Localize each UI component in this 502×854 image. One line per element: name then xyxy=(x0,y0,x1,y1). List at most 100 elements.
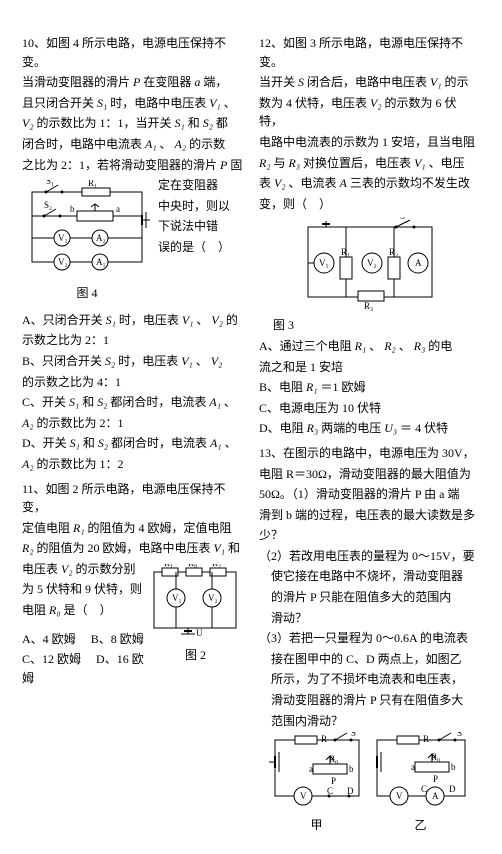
svg-text:D: D xyxy=(347,786,354,796)
q13-line: 少？ xyxy=(259,526,480,545)
q13-line: 所示，为了不损坏电流表和电压表， xyxy=(259,670,480,689)
q12-line: 变，则（ ） xyxy=(259,195,480,214)
figure-jia: R S a R₀ b P V C D xyxy=(269,732,365,810)
figure-4-caption: 图 4 xyxy=(22,284,152,303)
svg-text:S: S xyxy=(351,732,356,738)
figure-4: R₁ S₁ a b xyxy=(22,180,152,280)
right-column: 12、如图 3 所示电路，电源电压保持不变。 当开关 S 闭合后，电路中电压表 … xyxy=(259,28,480,834)
svg-text:A: A xyxy=(415,258,422,268)
figure-jia-caption: 甲 xyxy=(269,816,365,835)
q10-option-b: B、只闭合开关 S₂ 时，电压表 V₁ 、 V₂ xyxy=(22,352,243,371)
q11-options-row1: A、4 欧姆 B、8 欧姆 xyxy=(22,630,144,649)
q10-option-d: D、开关 S₁ 和 S₂ 都闭合时，电流表 A₁ 、 xyxy=(22,434,243,453)
question-11: 11、如图 2 所示电路，电源电压保持不变， 定值电阻 R₁ 的阻值为 4 欧姆… xyxy=(22,480,243,690)
q13-line: 使它接在电路中不烧坏，滑动变阻器 xyxy=(259,567,480,586)
svg-text:b: b xyxy=(451,762,456,772)
figure-2: R₁ R₀ R₂ V₁ V₂ U xyxy=(148,564,243,642)
svg-text:A₂: A₂ xyxy=(96,233,106,243)
q10-option-a: A、只闭合开关 S₁ 时，电压表 V₁ 、 V₂ 的 xyxy=(22,311,243,330)
q13-line: 50Ω。（1）滑动变阻器的滑片 P 由 a 端 xyxy=(259,485,480,504)
q11-line: 定值电阻 R₁ 的阻值为 4 欧姆，定值电阻 xyxy=(22,519,243,538)
svg-text:R₀: R₀ xyxy=(188,564,197,568)
q12-option-a2: 流之和是 1 安培 xyxy=(259,358,480,377)
svg-text:V₂: V₂ xyxy=(367,258,377,268)
q12-option-a: A、通过三个电阻 R₁ 、 R₂ 、 R₃ 的电 xyxy=(259,337,480,356)
svg-text:R₁: R₁ xyxy=(164,564,173,568)
svg-text:a: a xyxy=(309,764,313,774)
svg-text:S: S xyxy=(400,217,405,221)
q12-option-c: C、电源电压为 10 伏特 xyxy=(259,399,480,418)
svg-text:R: R xyxy=(321,734,327,744)
q12-option-b: B、电阻 R₁ ＝1 欧姆 xyxy=(259,378,480,397)
question-13: 13、在图示的电路中，电源电压为 30V， 电阻 R＝30Ω，滑动变阻器的最大阻… xyxy=(259,444,480,835)
svg-text:S₂: S₂ xyxy=(44,200,52,210)
q11-line: 电压表 V₂ 的示数分别 xyxy=(22,560,144,579)
figure-2-caption: 图 2 xyxy=(148,646,243,665)
svg-text:a: a xyxy=(116,204,120,214)
q10-option-c2: A₂ 的示数比为 2：1 xyxy=(22,414,243,433)
q12-line: 当开关 S 闭合后，电路中电压表 V₁ 的示 xyxy=(259,73,480,92)
svg-text:V₁: V₁ xyxy=(319,258,329,268)
figure-yi: R S aR₀b P V A xyxy=(371,732,471,810)
svg-text:b: b xyxy=(349,764,354,774)
svg-text:C: C xyxy=(327,786,333,796)
svg-text:V: V xyxy=(300,791,307,801)
q10-line: 且只闭合开关 S₁ 时，电路中电压表 V₁ 、 xyxy=(22,94,243,113)
q13-line: 滑到 b 端的过程，电压表的最大读数是多 xyxy=(259,506,480,525)
svg-text:V₂: V₂ xyxy=(208,593,218,603)
q10-line: V₂ 的示数比为 1：1，当开关 S₁ 和 S₂ 都 xyxy=(22,114,243,133)
q10-side-text: 定在变阻器 中央时，则以 下说法中错 误的是（ ） xyxy=(152,176,243,303)
q10-line: 之比为 2：1，若将滑动变阻器的滑片 P 固 xyxy=(22,156,243,175)
q13-line: 电阻 R＝30Ω，滑动变阻器的最大阻值为 xyxy=(259,465,480,484)
q12-line: 数为 4 伏特，电压表 V₂ 的示数为 6 伏特， xyxy=(259,94,480,131)
q10-option-d2: A₂ 的示数比为 1：2 xyxy=(22,455,243,474)
svg-text:R₀: R₀ xyxy=(329,754,338,764)
svg-text:D: D xyxy=(449,784,456,794)
left-column: 10、如图 4 所示电路，电源电压保持不变。 当滑动变阻器的滑片 P 在变阻器 … xyxy=(22,28,243,834)
question-12: 12、如图 3 所示电路，电源电压保持不变。 当开关 S 闭合后，电路中电压表 … xyxy=(259,34,480,438)
q11-line: 11、如图 2 所示电路，电源电压保持不变， xyxy=(22,480,243,517)
svg-text:A: A xyxy=(432,791,439,801)
svg-text:R₂: R₂ xyxy=(212,564,221,568)
svg-text:U: U xyxy=(196,628,203,638)
q12-line: 12、如图 3 所示电路，电源电压保持不变。 xyxy=(259,34,480,71)
q12-line: 表 V₂ 、电流表 A 三表的示数均不发生改 xyxy=(259,174,480,193)
svg-text:S₁: S₁ xyxy=(46,180,54,186)
q10-option-b2: 的示数之比为 4：1 xyxy=(22,373,243,392)
svg-text:V₂: V₂ xyxy=(58,257,68,267)
q11-line: 电阻 R₀ 是（ ） xyxy=(22,601,144,620)
svg-text:R₀: R₀ xyxy=(431,752,440,762)
q13-line: 滑动变阻器的滑片 P 只有在阻值多大 xyxy=(259,691,480,710)
q11-line: R₂ 的阻值为 20 欧姆，电路中电压表 V₁ 和 xyxy=(22,539,243,558)
page-root: 10、如图 4 所示电路，电源电压保持不变。 当滑动变阻器的滑片 P 在变阻器 … xyxy=(0,0,502,854)
q10-line: 闭合时，电路中电流表 A₁ 、 A₂ 的示数 xyxy=(22,135,243,154)
q11-options-row2: C、12 欧姆 D、16 欧姆 xyxy=(22,650,144,687)
svg-text:V₁: V₁ xyxy=(172,593,182,603)
q13-line: 滑动？ xyxy=(259,609,480,628)
svg-text:R: R xyxy=(423,734,429,744)
svg-text:V₁: V₁ xyxy=(58,233,68,243)
q13-line: 的滑片 P 只能在阻值多大的范围内 xyxy=(259,588,480,607)
q10-line: 当滑动变阻器的滑片 P 在变阻器 a 端， xyxy=(22,73,243,92)
q12-line: R₂ 与 R₃ 对换位置后，电压表 V₁ 、电压 xyxy=(259,154,480,173)
q10-option-a2: 示数之比为 2：1 xyxy=(22,331,243,350)
q13-line: （2）若改用电压表的量程为 0～15V，要 xyxy=(259,547,480,566)
figure-3-caption: 图 3 xyxy=(259,316,480,335)
q13-line: 接在图甲中的 C、D 两点上，如图乙 xyxy=(259,650,480,669)
q13-line: 范围内滑动？ xyxy=(259,712,480,731)
svg-text:P: P xyxy=(331,776,336,786)
svg-text:a: a xyxy=(411,762,415,772)
q10-line: 10、如图 4 所示电路，电源电压保持不变。 xyxy=(22,34,243,71)
question-10: 10、如图 4 所示电路，电源电压保持不变。 当滑动变阻器的滑片 P 在变阻器 … xyxy=(22,34,243,474)
figure-3: S V₁ R₁ V₂ R₂ A R₃ xyxy=(300,217,440,312)
q13-line: （3）若把一只量程为 0～0.6A 的电流表 xyxy=(259,629,480,648)
svg-text:S: S xyxy=(457,732,462,738)
svg-text:b: b xyxy=(70,204,75,214)
svg-text:V: V xyxy=(396,791,403,801)
svg-text:C: C xyxy=(421,784,427,794)
q12-line: 电路中电流表的示数为 1 安培，且当电阻 xyxy=(259,133,480,152)
q11-line: 为 5 伏特和 9 伏特，则 xyxy=(22,580,144,599)
figure-yi-caption: 乙 xyxy=(371,816,471,835)
svg-text:A₁: A₁ xyxy=(96,257,106,267)
svg-text:R₁: R₁ xyxy=(88,180,97,188)
